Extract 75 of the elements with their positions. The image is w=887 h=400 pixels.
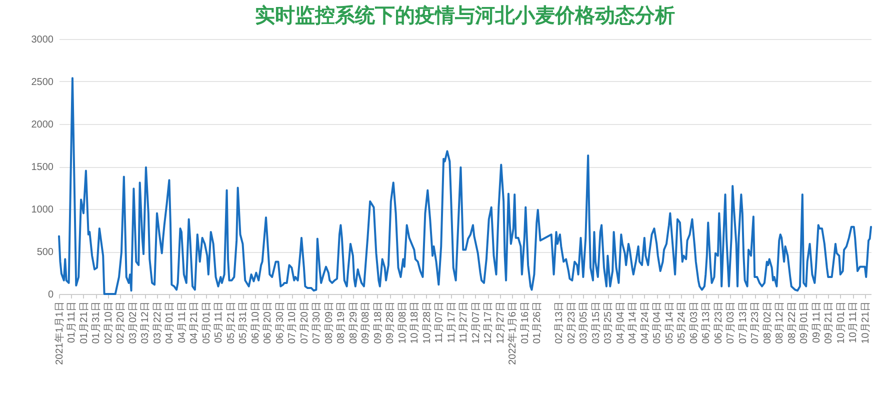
x-tick-label: 05月24日: [676, 302, 688, 344]
x-tick-label: 10月21日: [860, 302, 872, 344]
x-tick-label: 01月21日: [78, 302, 90, 344]
x-tick-label: 08月22日: [786, 302, 798, 344]
y-tick-label: 3000: [31, 34, 54, 46]
x-tick-label: 10月11日: [848, 302, 860, 344]
x-tick-label: 2021年1月1日: [54, 302, 66, 365]
x-tick-label: 06月23日: [713, 302, 724, 344]
x-tick-label: 03月05日: [578, 302, 590, 344]
x-tick-label: 07月13日: [738, 302, 749, 344]
x-tick-label: 04月04日: [615, 302, 626, 344]
x-tick-label: 02月10日: [103, 302, 114, 344]
x-tick-label: 06月10日: [250, 302, 262, 344]
x-tick-label: 04月14日: [628, 302, 639, 344]
x-tick-label: 11月17日: [446, 302, 458, 344]
x-tick-label: 09月21日: [824, 302, 835, 344]
x-tick-label: 05月14日: [664, 302, 676, 344]
x-tick-label: 05月04日: [652, 302, 664, 344]
x-tick-label: 09月08日: [360, 302, 372, 344]
x-tick-label: 02月23日: [566, 302, 578, 344]
x-tick-label: 03月02日: [128, 302, 139, 344]
x-tick-label: 07月20日: [299, 302, 310, 344]
x-tick-label: 08月19日: [336, 302, 348, 344]
x-tick-label: 12月27日: [495, 302, 506, 344]
x-tick-label: 12月07日: [470, 302, 482, 344]
x-tick-label: 08月12日: [774, 302, 786, 344]
x-tick-label: 2022年1月6日: [506, 302, 519, 365]
x-tick-label: 09月11日: [811, 302, 822, 344]
x-tick-label: 07月03日: [726, 302, 737, 344]
x-tick-label: 07月23日: [750, 302, 762, 344]
x-tick-label: 06月03日: [688, 302, 700, 344]
x-tick-label: 10月28日: [422, 302, 433, 344]
x-tick-label: 04月21日: [189, 302, 200, 344]
x-tick-label: 03月22日: [152, 302, 164, 344]
x-tick-label: 11月07日: [434, 302, 446, 344]
y-tick-label: 1000: [31, 204, 54, 216]
x-tick-label: 02月13日: [554, 302, 566, 344]
x-tick-label: 09月18日: [372, 302, 384, 344]
x-tick-label: 06月30日: [274, 302, 286, 344]
x-tick-label: 09月01日: [799, 302, 810, 344]
x-tick-label: 01月26日: [532, 302, 544, 344]
x-tick-label: 10月18日: [410, 302, 421, 344]
y-tick-label: 0: [48, 290, 54, 300]
x-tick-label: 06月20日: [262, 302, 274, 344]
y-tick-label: 500: [36, 247, 54, 258]
x-tick-label: 05月31日: [238, 302, 250, 344]
x-tick-label: 06月13日: [701, 302, 712, 344]
x-tick-label: 01月31日: [91, 302, 102, 344]
x-tick-label: 10月08日: [397, 302, 408, 344]
x-tick-label: 11月27日: [458, 302, 470, 344]
x-tick-label: 05月21日: [226, 302, 237, 344]
x-tick-label: 04月24日: [640, 302, 651, 344]
x-tick-label: 01月16日: [520, 302, 531, 344]
line-series: [58, 77, 872, 295]
x-tick-label: 07月30日: [312, 302, 323, 344]
x-tick-label: 04月11日: [176, 302, 188, 344]
x-tick-label: 02月20日: [116, 302, 127, 344]
x-tick-label: 08月09日: [324, 302, 335, 344]
x-tick-label: 10月01日: [836, 302, 847, 344]
x-tick-label: 03月15日: [590, 302, 602, 344]
x-tick-label: 08月02日: [762, 302, 774, 344]
x-tick-label: 05月01日: [201, 302, 212, 344]
x-tick-label: 04月01日: [164, 302, 176, 344]
y-tick-label: 2000: [31, 120, 54, 130]
chart-title: 实时监控系统下的疫情与河北小麦价格动态分析: [255, 4, 675, 27]
y-tick-label: 1500: [31, 162, 54, 173]
x-tick-label: 05月11日: [214, 302, 225, 344]
x-tick-label: 01月11日: [66, 302, 78, 344]
x-tick-label: 08月29日: [348, 302, 360, 344]
x-tick-label: 07月10日: [287, 302, 298, 344]
x-tick-label: 09月28日: [385, 302, 396, 344]
y-tick-label: 2500: [31, 77, 54, 88]
x-tick-label: 03月25日: [603, 302, 614, 344]
x-tick-label: 12月17日: [483, 302, 494, 344]
x-tick-label: 03月12日: [140, 302, 152, 344]
